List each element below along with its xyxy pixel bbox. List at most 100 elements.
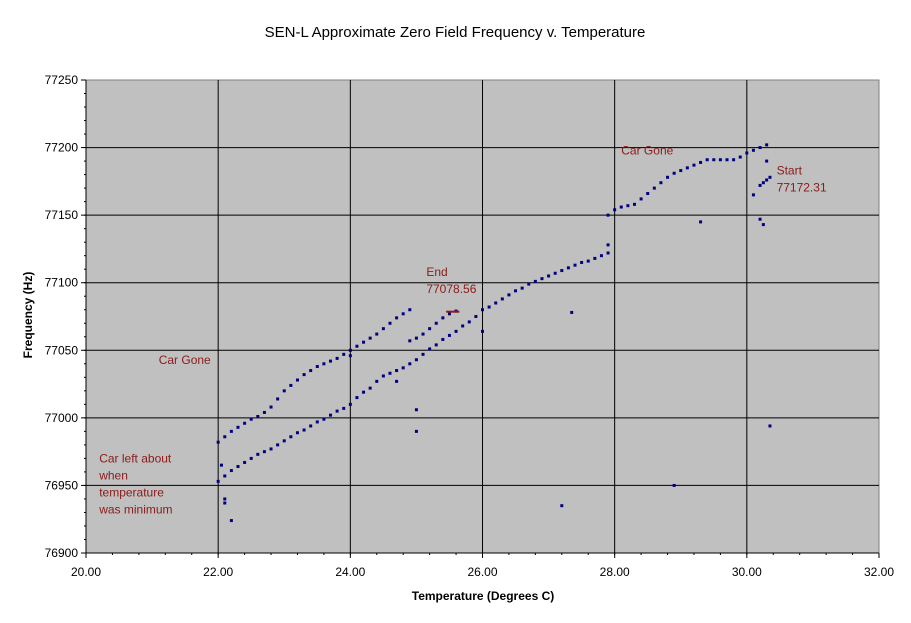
plot-area: 76900 76950 77000 77050 77100 77150 77200 77250… xyxy=(45,73,895,579)
data-point xyxy=(768,175,772,179)
data-point xyxy=(348,348,352,352)
data-point xyxy=(593,256,597,260)
data-point xyxy=(606,251,610,255)
data-point xyxy=(553,271,557,275)
data-point xyxy=(229,429,233,433)
data-point xyxy=(262,450,266,454)
data-point xyxy=(646,192,650,196)
data-point xyxy=(672,483,676,487)
data-point xyxy=(388,321,392,325)
data-point xyxy=(494,301,498,305)
data-point xyxy=(732,158,736,162)
data-point xyxy=(295,378,299,382)
data-point xyxy=(381,327,385,331)
data-point xyxy=(547,274,551,278)
data-point xyxy=(295,431,299,435)
data-point xyxy=(355,396,359,400)
data-point xyxy=(289,435,293,439)
data-point xyxy=(388,371,392,375)
data-point xyxy=(500,297,504,301)
data-point xyxy=(395,316,399,320)
data-point xyxy=(573,263,577,267)
annotation-text: Car Gone xyxy=(621,143,673,157)
data-point xyxy=(765,178,769,182)
data-point xyxy=(599,254,603,258)
annotation-text: Car Gone xyxy=(159,353,211,367)
data-point xyxy=(580,260,584,264)
data-point xyxy=(309,369,313,373)
data-point xyxy=(256,452,260,456)
data-point xyxy=(434,343,438,347)
data-point xyxy=(309,424,313,428)
data-point xyxy=(428,347,432,351)
data-point xyxy=(659,181,663,185)
y-tick-label: 77100 xyxy=(45,276,79,290)
data-point xyxy=(566,266,570,270)
y-tick-label: 77000 xyxy=(45,411,79,425)
data-point xyxy=(276,443,280,447)
data-point xyxy=(679,169,683,173)
data-point xyxy=(758,183,762,187)
data-point xyxy=(395,369,399,373)
data-point xyxy=(368,336,372,340)
data-point xyxy=(672,171,676,175)
data-point xyxy=(586,259,590,263)
data-point xyxy=(751,193,755,197)
data-point xyxy=(768,424,772,428)
annotation-text: when xyxy=(98,468,128,482)
x-tick-label: 26.00 xyxy=(467,565,497,579)
data-point xyxy=(514,289,518,293)
data-point xyxy=(560,504,564,508)
data-point xyxy=(315,365,319,369)
data-point xyxy=(395,379,399,383)
annotation-text: Car left about xyxy=(99,451,172,465)
data-point xyxy=(652,186,656,190)
y-tick-label: 77250 xyxy=(45,73,79,87)
data-point xyxy=(249,417,253,421)
data-point xyxy=(761,181,765,185)
data-point xyxy=(335,356,339,360)
data-point xyxy=(362,390,366,394)
data-point xyxy=(348,354,352,358)
data-point xyxy=(699,160,703,164)
data-point xyxy=(243,460,247,464)
data-point xyxy=(375,379,379,383)
data-point xyxy=(408,339,412,343)
data-point xyxy=(269,447,273,451)
data-point xyxy=(302,373,306,377)
data-point xyxy=(348,402,352,406)
y-tick-label: 77200 xyxy=(45,141,79,155)
data-point xyxy=(355,344,359,348)
data-point xyxy=(421,352,425,356)
data-point xyxy=(520,286,524,290)
data-point xyxy=(434,321,438,325)
y-axis-label: Frequency (Hz) xyxy=(21,272,35,359)
data-point xyxy=(243,421,247,425)
data-point xyxy=(223,474,227,478)
data-point xyxy=(276,397,280,401)
data-point xyxy=(527,282,531,286)
data-point xyxy=(289,383,293,387)
y-tick-label: 77050 xyxy=(45,343,79,357)
data-point xyxy=(315,420,319,424)
data-point xyxy=(685,166,689,170)
data-point xyxy=(216,479,220,483)
data-point xyxy=(335,409,339,413)
data-point xyxy=(606,243,610,247)
data-point xyxy=(765,159,769,163)
annotation-text: temperature xyxy=(99,485,164,499)
data-point xyxy=(302,428,306,432)
data-point xyxy=(368,386,372,390)
x-tick-label: 20.00 xyxy=(71,565,101,579)
data-point xyxy=(229,519,233,523)
data-point xyxy=(322,417,326,421)
annotation-text: 77172.31 xyxy=(777,181,827,195)
y-tick-label: 77150 xyxy=(45,208,79,222)
data-point xyxy=(712,158,716,162)
x-tick-label: 24.00 xyxy=(335,565,365,579)
x-axis-label: Temperature (Degrees C) xyxy=(412,589,555,603)
data-point xyxy=(745,151,749,155)
data-point xyxy=(216,440,220,444)
data-point xyxy=(262,410,266,414)
data-point xyxy=(725,158,729,162)
